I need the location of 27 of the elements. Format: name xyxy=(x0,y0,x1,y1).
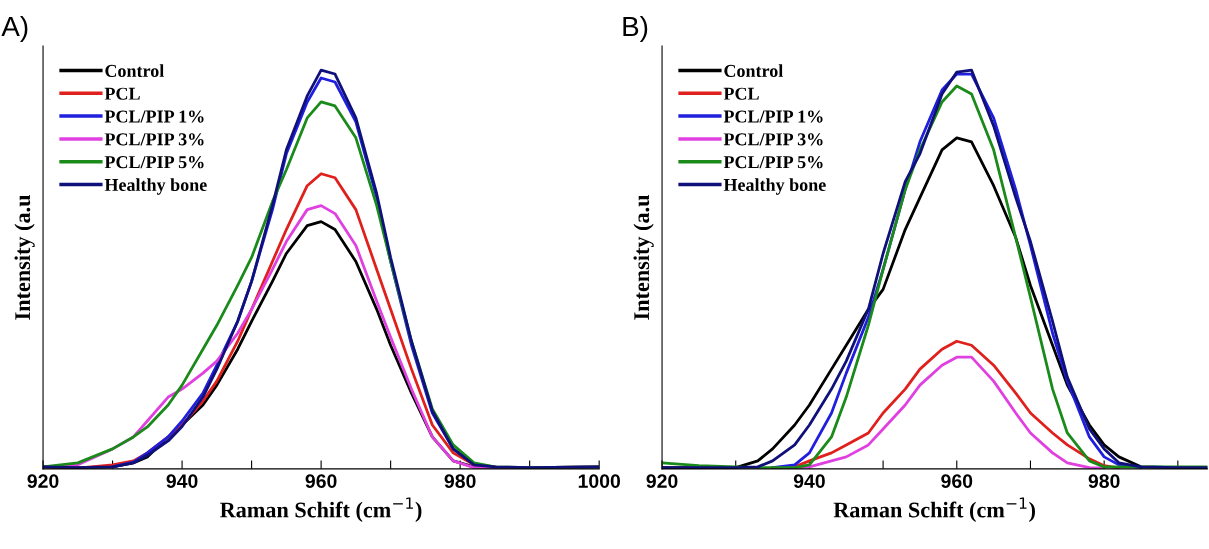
legend-label: PCL xyxy=(723,87,759,100)
legend-label: PCL/PIP 3% xyxy=(723,133,823,146)
x-tick-label: 960 xyxy=(941,474,973,488)
chart-title: A) xyxy=(1,15,28,42)
x-tick-label: 920 xyxy=(27,474,59,488)
x-axis-title: Raman Schift (cm$^{−1}$) xyxy=(833,497,1035,522)
x-tick-label: 920 xyxy=(646,474,678,488)
chart-title: B) xyxy=(623,15,648,42)
legend-label: Control xyxy=(105,64,164,77)
y-axis-title: Intensity (a.u xyxy=(633,195,654,320)
y-axis-title: Intensity (a.u xyxy=(14,195,35,320)
x-axis-title: Raman Schift (cm$^{−1}$) xyxy=(220,497,422,522)
legend-label: Control xyxy=(724,64,783,77)
x-tick-label: 960 xyxy=(305,474,337,488)
x-tick-label: 1000 xyxy=(578,474,621,488)
x-tick-label: 940 xyxy=(166,474,198,488)
legend-label: PCL/PIP 1% xyxy=(104,110,204,123)
x-tick-label: 940 xyxy=(793,474,825,488)
legend-label: PCL xyxy=(104,87,140,100)
legend-label: PCL/PIP 3% xyxy=(104,133,204,146)
legend-label: PCL/PIP 5% xyxy=(723,156,823,169)
legend-label: Healthy bone xyxy=(104,178,207,195)
legend-label: PCL/PIP 5% xyxy=(104,156,204,169)
x-tick-label: 980 xyxy=(444,474,476,488)
x-tick-label: 980 xyxy=(1088,474,1120,488)
legend-label: PCL/PIP 1% xyxy=(723,110,823,123)
legend-label: Healthy bone xyxy=(723,178,826,195)
